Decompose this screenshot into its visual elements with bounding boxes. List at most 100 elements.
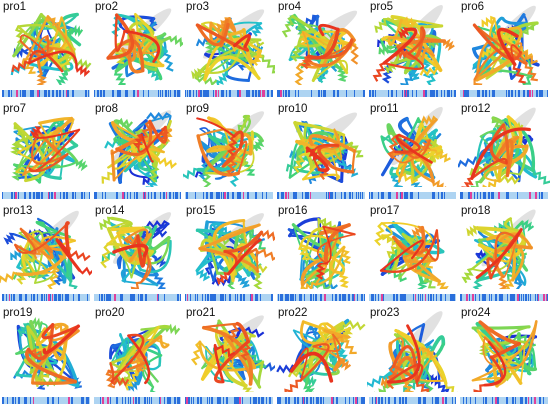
sequence-feature-mark: [226, 90, 227, 97]
ribbon-segment: [318, 23, 340, 37]
helix: [115, 351, 127, 363]
sequence-feature-mark: [258, 90, 260, 97]
sequence-feature-mark: [177, 294, 179, 301]
sequence-feature-mark: [145, 192, 146, 199]
sequence-feature-mark: [404, 192, 406, 199]
sequence-feature-mark: [369, 192, 370, 199]
sequence-feature-mark: [527, 90, 529, 97]
ribbon-segment: [24, 358, 53, 371]
helix: [466, 225, 478, 237]
helix: [444, 383, 458, 392]
helix: [408, 69, 420, 81]
helix: [13, 123, 29, 142]
ribbon-segment: [227, 28, 246, 37]
sequence-feature-mark: [447, 90, 448, 97]
ribbon-segment: [127, 334, 151, 385]
sequence-feature-mark: [535, 294, 536, 301]
sequence-feature-mark: [174, 90, 176, 97]
ribbon-segment: [27, 230, 45, 284]
ribbon-segment: [506, 115, 523, 148]
ribbon-segment: [509, 320, 538, 370]
sequence-track: [460, 397, 548, 404]
sequence-feature-mark: [539, 397, 541, 404]
helix: [386, 365, 397, 390]
ribbon-segment: [380, 239, 425, 272]
ribbon-segment: [63, 27, 74, 76]
sequence-feature-mark: [68, 294, 69, 301]
sequence-feature-mark: [506, 90, 507, 97]
sequence-feature-mark: [489, 90, 490, 97]
protein-structure-ribbon: [10, 116, 88, 184]
panel-label: pro11: [370, 103, 399, 115]
sequence-feature-mark: [532, 90, 533, 97]
sequence-feature-mark: [203, 90, 205, 97]
helix: [421, 347, 438, 360]
sequence-feature-mark: [234, 397, 236, 404]
sequence-feature-mark: [11, 90, 12, 97]
sequence-feature-mark: [280, 90, 282, 97]
sequence-feature-mark: [301, 294, 302, 301]
sequence-feature-mark: [148, 90, 149, 97]
sequence-feature-mark: [372, 294, 374, 301]
sequence-feature-mark: [223, 90, 224, 97]
sequence-track: [2, 397, 90, 404]
ribbon-segment: [483, 340, 507, 387]
helix: [68, 280, 78, 289]
sequence-feature-mark: [336, 397, 338, 404]
protein-structure-ribbon: [461, 209, 536, 289]
sequence-feature-mark: [316, 397, 318, 404]
sequence-feature-mark: [331, 397, 333, 404]
sequence-feature-mark: [116, 397, 118, 404]
sequence-feature-mark: [378, 294, 379, 301]
ribbon-segment: [312, 333, 342, 352]
helix: [191, 68, 202, 80]
ribbon-segment: [28, 128, 81, 173]
ribbon-segment: [498, 239, 525, 282]
helix: [216, 272, 229, 285]
sequence-feature-mark: [213, 294, 215, 301]
helix: [512, 64, 526, 84]
sequence-feature-mark: [425, 397, 426, 404]
sequence-feature-mark: [100, 90, 102, 97]
sequence-feature-mark: [357, 294, 358, 301]
sequence-feature-mark: [107, 397, 109, 404]
sequence-feature-mark: [169, 397, 170, 404]
helix: [410, 180, 423, 187]
sequence-feature-mark: [497, 397, 499, 404]
ribbon-segment: [308, 134, 357, 153]
helix: [105, 370, 116, 389]
sequence-feature-mark: [285, 192, 287, 199]
ribbon-segment: [107, 220, 131, 230]
panel-label: pro1: [3, 1, 27, 13]
helix: [419, 66, 442, 77]
sequence-feature-mark: [232, 192, 234, 199]
sequence-feature-mark: [485, 192, 486, 199]
sequence-feature-mark: [19, 397, 20, 404]
sequence-feature-mark: [444, 192, 445, 199]
helix: [481, 46, 496, 58]
sequence-feature-mark: [321, 90, 322, 97]
sequence-feature-mark: [304, 397, 305, 404]
ribbon-segment: [46, 15, 76, 56]
panel-pro16: pro16: [275, 204, 367, 306]
sequence-feature-mark: [33, 294, 35, 301]
sequence-feature-mark: [290, 294, 292, 301]
panel-label: pro13: [3, 205, 33, 217]
sequence-feature-mark: [405, 397, 407, 404]
sequence-feature-mark: [239, 90, 241, 97]
sequence-feature-mark: [534, 397, 536, 404]
sequence-feature-mark: [523, 294, 524, 301]
panel-pro14: pro14: [92, 204, 183, 306]
sequence-feature-mark: [246, 90, 248, 97]
ribbon-segment: [202, 322, 239, 329]
sequence-feature-mark: [176, 192, 177, 199]
panel-pro11: pro11: [367, 102, 458, 204]
helix: [0, 271, 19, 284]
sequence-feature-mark: [293, 192, 294, 199]
sequence-feature-mark: [324, 90, 326, 97]
protein-structure-ribbon: [190, 315, 275, 392]
helix: [403, 256, 422, 273]
helix: [253, 275, 263, 289]
helix: [67, 250, 91, 262]
sequence-feature-mark: [407, 192, 408, 199]
